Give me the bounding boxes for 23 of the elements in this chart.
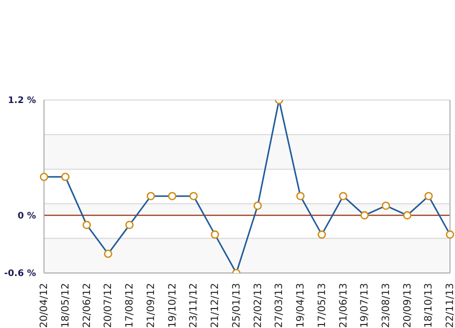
x-tick-label: 20/07/12 — [103, 283, 114, 328]
x-tick-label: 21/12/12 — [210, 283, 222, 328]
x-tick-label: 19/04/13 — [296, 283, 307, 328]
x-tick-label: 22/06/12 — [82, 283, 93, 328]
x-tick-label: 17/05/13 — [316, 283, 328, 328]
x-tick-label: 22/02/13 — [252, 283, 264, 328]
x-tick-label: 27/03/13 — [274, 283, 286, 328]
x-tick-label: 18/10/13 — [424, 283, 435, 328]
y-tick-label: 1.2 % — [8, 96, 36, 106]
x-tick-label: 19/10/12 — [167, 283, 178, 328]
x-tick-label: 23/11/12 — [188, 283, 200, 328]
x-tick-label: 19/07/13 — [360, 283, 371, 328]
x-tick-label: 17/08/12 — [124, 283, 136, 328]
x-tick-label: 20/04/12 — [39, 283, 50, 328]
x-tick-label: 20/09/13 — [402, 283, 414, 328]
y-tick-label: 0 % — [18, 212, 36, 222]
x-tick-label: 25/01/13 — [231, 283, 242, 328]
x-tick-label: 23/08/13 — [380, 283, 392, 328]
y-tick-label: -0.6 % — [4, 269, 36, 280]
x-tick-label: 21/06/13 — [338, 283, 350, 328]
x-tick-label: 21/09/12 — [146, 283, 157, 328]
x-tick-label: 22/11/13 — [445, 283, 455, 328]
x-tick-label: 18/05/12 — [60, 283, 72, 328]
